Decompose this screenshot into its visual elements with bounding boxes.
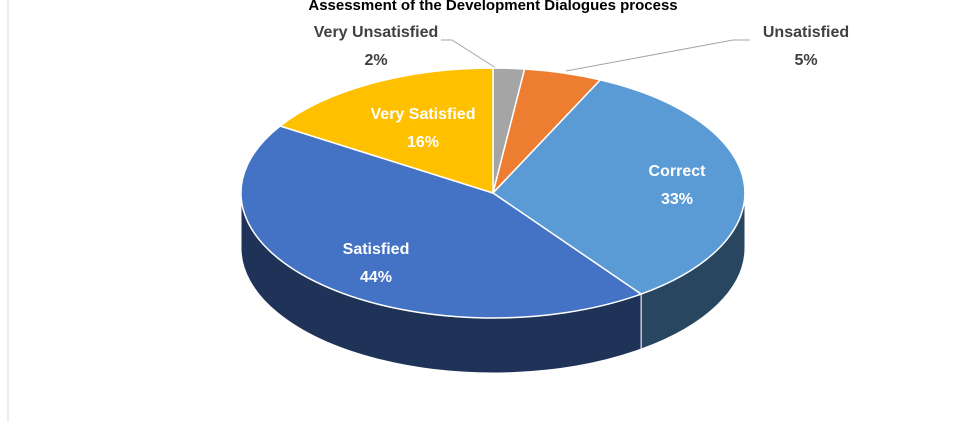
leader-line [565,39,750,72]
slice-value-label: 5% [794,52,817,69]
slice-label: Correct [649,163,707,180]
slice-value-label: 44% [360,269,392,286]
chart-title: Assessment of the Development Dialogues … [308,0,677,14]
slice-label: Satisfied [343,241,410,258]
slice [278,67,494,195]
slice [491,79,746,295]
slice-value-label: 2% [364,52,387,69]
slice [240,125,643,319]
slice-value-label: 16% [407,134,439,151]
leader-line [441,39,497,69]
chart-frame [7,0,9,422]
slice-label: Unsatisfied [763,24,849,41]
slice-value-label: 33% [661,191,693,208]
slice-label: Very Unsatisfied [314,24,439,41]
slice-label: Very Satisfied [371,106,476,123]
